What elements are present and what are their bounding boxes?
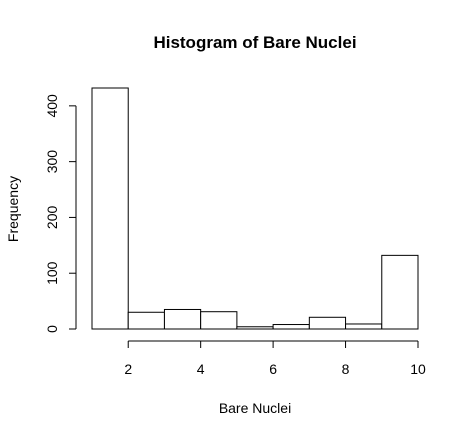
x-tick-label-10: 10 <box>410 361 426 377</box>
x-axis: 2 4 6 8 10 <box>124 340 426 377</box>
y-axis-label: Frequency <box>5 176 21 242</box>
y-tick-label-0: 0 <box>44 325 60 333</box>
y-tick-label-300: 300 <box>44 150 60 174</box>
x-tick-label-2: 2 <box>124 361 132 377</box>
bars-group <box>91 87 419 330</box>
y-axis: 0 100 200 300 400 <box>44 94 77 333</box>
bar-7-8 <box>308 316 347 330</box>
bar-6-7 <box>272 324 310 330</box>
bar-3-4 <box>163 308 202 330</box>
bar-5-6 <box>236 326 274 330</box>
y-tick-label-100: 100 <box>44 261 60 285</box>
x-tick-label-6: 6 <box>269 361 277 377</box>
x-axis-label: Bare Nuclei <box>219 400 291 416</box>
y-tick-label-200: 200 <box>44 206 60 230</box>
bar-2-3 <box>127 311 165 330</box>
bar-1-2 <box>91 87 129 330</box>
bar-4-5 <box>200 311 238 330</box>
bar-8-9 <box>345 323 383 330</box>
y-tick-label-400: 400 <box>44 94 60 118</box>
chart-title: Histogram of Bare Nuclei <box>153 33 356 52</box>
x-tick-label-4: 4 <box>197 361 205 377</box>
bar-9-10 <box>381 254 419 330</box>
x-tick-label-8: 8 <box>342 361 350 377</box>
